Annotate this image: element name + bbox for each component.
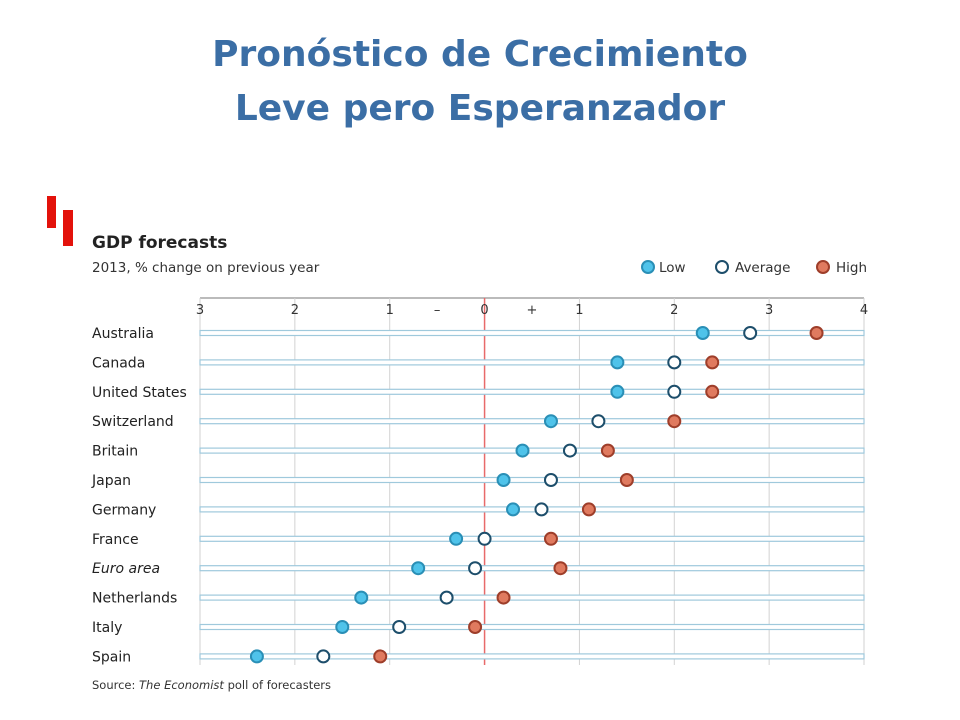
chart-title: GDP forecasts	[92, 233, 227, 253]
legend-average-label: Average	[735, 260, 790, 276]
category-label: Spain	[92, 649, 131, 665]
category-label: Italy	[92, 620, 122, 636]
x-tick-label: +	[527, 303, 538, 318]
low-point	[354, 590, 369, 605]
low-point	[610, 384, 625, 399]
high-point	[705, 384, 720, 399]
category-label: Japan	[91, 473, 131, 489]
x-tick-label: 2	[291, 303, 299, 318]
high-point	[543, 531, 558, 546]
category-label: Canada	[92, 355, 145, 371]
x-tick-label: 1	[386, 303, 394, 318]
category-label: France	[92, 532, 139, 548]
row-track	[199, 476, 865, 484]
high-point	[600, 443, 615, 458]
average-point	[562, 443, 577, 458]
legend: Low Average High	[641, 260, 867, 276]
row-track	[199, 329, 865, 337]
average-point	[543, 473, 558, 487]
high-point	[496, 590, 511, 605]
row-track	[199, 418, 865, 425]
chart-subtitle: 2013, % change on previous year	[92, 260, 320, 276]
x-tick-label: 2	[670, 303, 678, 318]
average-point	[534, 502, 549, 517]
x-tick-label: 4	[860, 303, 868, 318]
low-point	[695, 326, 710, 340]
economist-logo-bar-left	[47, 196, 56, 228]
rows-layer: Australia Canada United States Switzerland B…	[91, 326, 865, 665]
low-point	[506, 502, 521, 517]
high-point	[667, 414, 682, 429]
high-point	[581, 502, 596, 517]
x-tick-label: 1	[575, 303, 583, 318]
average-point	[591, 414, 606, 429]
low-point	[411, 561, 426, 576]
high-point	[468, 620, 483, 634]
average-point	[667, 355, 682, 370]
high-point	[809, 326, 824, 340]
category-label: United States	[92, 385, 187, 401]
high-point	[373, 649, 388, 664]
economist-logo-bar-right	[63, 210, 73, 246]
row-track	[199, 653, 865, 660]
slide-title-line-1: Pronóstico de Crecimiento	[212, 34, 748, 75]
x-tick-label: 3	[196, 303, 204, 318]
low-point	[543, 414, 558, 429]
x-tick-label: 0	[480, 303, 488, 318]
slide-title: Pronóstico de Crecimiento Leve pero Espe…	[0, 28, 960, 136]
category-label: Australia	[92, 326, 154, 342]
average-point	[439, 590, 454, 605]
row-track	[199, 594, 865, 601]
average-point	[667, 384, 682, 399]
chart-source: Source: The Economist poll of forecaster…	[92, 678, 331, 692]
category-label: Euro area	[92, 561, 160, 577]
legend-low-marker	[641, 260, 655, 274]
row-track	[199, 359, 865, 366]
row-track	[199, 565, 865, 572]
average-point	[743, 326, 758, 340]
high-point	[619, 473, 634, 487]
low-point	[610, 355, 625, 370]
average-point	[477, 531, 492, 546]
legend-high-label: High	[836, 260, 867, 276]
legend-low-label: Low	[659, 260, 686, 276]
row-track	[199, 506, 865, 513]
low-point	[496, 473, 511, 487]
row-track	[199, 388, 865, 395]
x-tick-label: 3	[765, 303, 773, 318]
slide-title-line-2: Leve pero Esperanzador	[234, 88, 726, 129]
average-point	[392, 620, 407, 634]
low-point	[249, 649, 264, 664]
points-layer	[249, 326, 824, 664]
category-label: Netherlands	[92, 591, 177, 607]
category-label: Switzerland	[92, 414, 174, 430]
low-point	[335, 620, 350, 634]
high-point	[553, 561, 568, 576]
category-label: Britain	[92, 444, 138, 460]
category-label: Germany	[92, 502, 156, 518]
legend-average-marker	[715, 260, 729, 274]
row-track	[199, 447, 865, 454]
legend-high-marker	[816, 260, 830, 274]
high-point	[705, 355, 720, 370]
average-point	[468, 561, 483, 576]
row-track	[199, 623, 865, 631]
low-point	[449, 531, 464, 546]
x-tick-label: –	[434, 303, 441, 318]
row-track	[199, 535, 865, 542]
low-point	[515, 443, 530, 458]
average-point	[316, 649, 331, 664]
